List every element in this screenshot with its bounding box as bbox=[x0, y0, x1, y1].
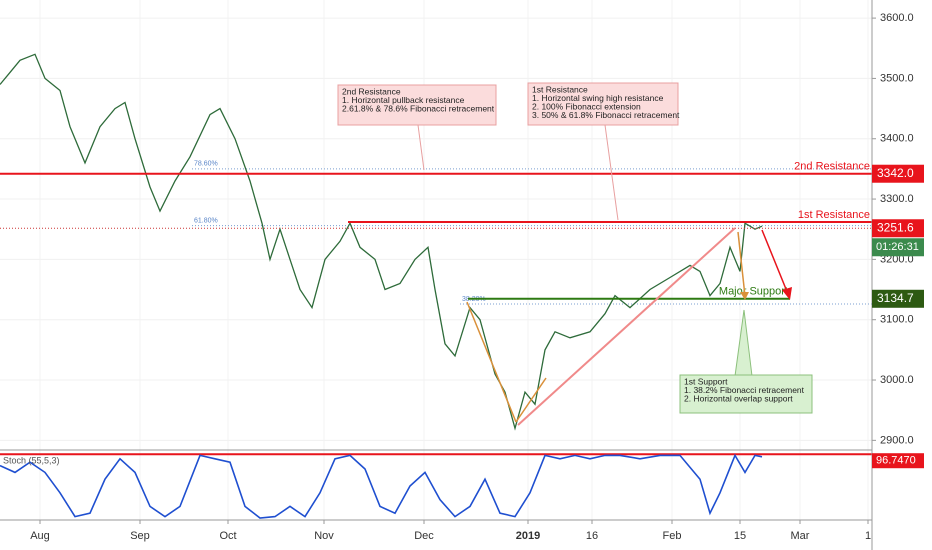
x-tick-label: Sep bbox=[130, 530, 150, 542]
overlay: 2900.0 3000.0 3100.0 3200.0 3300.0 3400.0 3500… bbox=[30, 12, 924, 542]
price-tag-label: 3342.0 bbox=[877, 166, 914, 180]
y-tick-label: 3300.0 bbox=[880, 193, 914, 205]
y-tick-label: 3100.0 bbox=[880, 314, 914, 326]
grid bbox=[0, 0, 872, 520]
x-tick-label: 15 bbox=[734, 530, 746, 542]
annotation-box bbox=[679, 374, 813, 414]
annotation-text: 1st Resistance bbox=[532, 84, 588, 94]
callout-pointer bbox=[417, 124, 425, 171]
x-tick-label: Feb bbox=[663, 530, 682, 542]
x-tick-label: 1 bbox=[865, 530, 871, 542]
annotation-text: 2nd Resistance bbox=[342, 86, 401, 96]
level-name: 1st Resistance bbox=[798, 209, 870, 221]
annotation-text: 1st Support bbox=[684, 376, 728, 386]
y-tick-label: 3200.0 bbox=[880, 253, 914, 265]
price-tag bbox=[872, 164, 924, 183]
annotation-text: 2.61.8% & 78.6% Fibonacci retracement bbox=[342, 103, 495, 113]
price-tag-label: 3251.6 bbox=[877, 220, 914, 234]
y-tick-label: 3600.0 bbox=[880, 12, 914, 24]
fib-arrow bbox=[515, 377, 547, 423]
x-tick-label: Aug bbox=[30, 530, 50, 542]
fib-arrow bbox=[466, 301, 517, 423]
x-tick-label: Oct bbox=[219, 530, 236, 542]
price-tag-label: 3134.7 bbox=[877, 291, 914, 305]
price-tag bbox=[872, 289, 924, 308]
annotation-box bbox=[337, 84, 497, 126]
callout-pointer bbox=[604, 124, 619, 221]
annotation-text: 2. 100% Fibonacci extension bbox=[532, 101, 641, 111]
annotation-box bbox=[527, 82, 679, 126]
x-tick-label: Nov bbox=[314, 530, 334, 542]
price-tag-label: 96.7470 bbox=[876, 455, 916, 467]
projection-arrow bbox=[761, 229, 789, 295]
countdown-tag bbox=[872, 238, 924, 257]
annotation-text: 1. 38.2% Fibonacci retracement bbox=[684, 385, 805, 395]
annotation-text: 1. Horizontal pullback resistance bbox=[342, 95, 465, 105]
y-tick-label: 3000.0 bbox=[880, 374, 914, 386]
callout-pointer bbox=[734, 309, 753, 377]
stoch-line bbox=[0, 453, 763, 519]
countdown: 01:26:31 bbox=[876, 241, 919, 253]
y-tick-label: 3500.0 bbox=[880, 72, 914, 84]
x-tick-label: Dec bbox=[414, 530, 434, 542]
fib-arrow bbox=[737, 231, 746, 297]
annotation-text: 3. 50% & 61.8% Fibonacci retracement bbox=[532, 110, 680, 120]
fib-label: 61.80% bbox=[194, 217, 218, 224]
fib-label: 78.60% bbox=[194, 161, 218, 168]
x-tick-label: 16 bbox=[586, 530, 598, 542]
arrow-head bbox=[740, 292, 749, 300]
y-tick-label: 2900.0 bbox=[880, 434, 914, 446]
price-line bbox=[0, 53, 763, 431]
trend-line bbox=[517, 227, 736, 426]
annotation-text: 2. Horizontal overlap support bbox=[684, 393, 793, 403]
annotation-text: 1. Horizontal swing high resistance bbox=[532, 93, 664, 103]
stoch-name: Stoch (55,5,3) bbox=[3, 455, 60, 465]
x-tick-label: Mar bbox=[791, 530, 810, 542]
y-tick-label: 3400.0 bbox=[880, 133, 914, 145]
arrow-head bbox=[782, 287, 792, 300]
level-name: 2nd Resistance bbox=[794, 161, 870, 173]
price-tag bbox=[872, 453, 924, 469]
price-tag bbox=[872, 219, 924, 238]
level-name: Major Support bbox=[719, 286, 788, 298]
x-tick-label: 2019 bbox=[516, 530, 540, 542]
